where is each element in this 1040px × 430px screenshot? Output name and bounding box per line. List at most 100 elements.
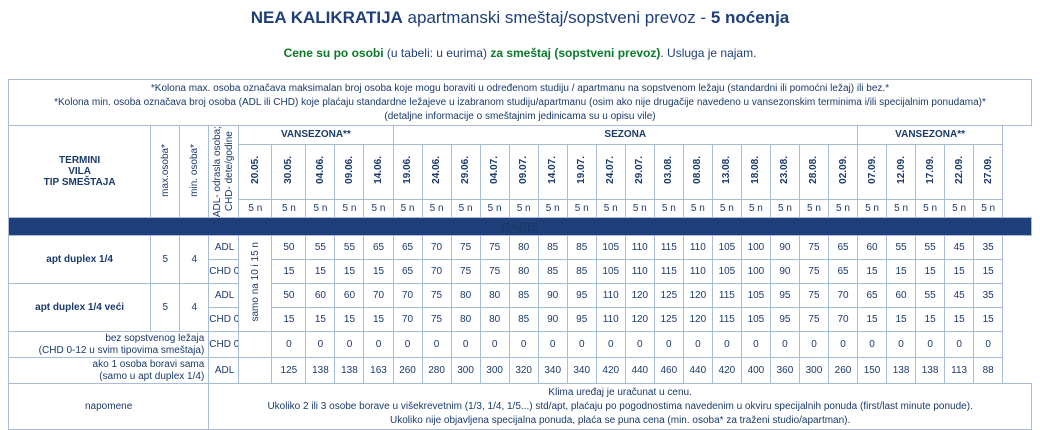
price-cell: 15 xyxy=(944,259,975,285)
nights-cell: 5 n xyxy=(508,198,539,219)
price-cell: 90 xyxy=(769,235,800,261)
title-nights: 5 noćenja xyxy=(710,8,790,27)
price-cell: 460 xyxy=(653,357,684,385)
season-header-row: TERMINI VILA TIP SMEŠTAJA max.osoba* min. os… xyxy=(7,124,1032,219)
date-cell: 04.07. xyxy=(479,143,510,200)
header-min-cell: min. osoba* xyxy=(179,124,210,219)
price-cell: 260 xyxy=(392,357,423,385)
header-max-label: max.osoba* xyxy=(159,143,171,197)
samo-label: samo na 10 i 15 n xyxy=(249,242,261,322)
price-cell: 340 xyxy=(566,357,597,385)
price-cell: 60 xyxy=(334,283,365,309)
date-label: 23.08. xyxy=(779,156,791,184)
price-cell: 120 xyxy=(624,307,655,333)
price-cell: 110 xyxy=(595,283,626,309)
nights-cell: 5 n xyxy=(334,198,365,219)
price-cell: 115 xyxy=(653,259,684,285)
price-cell: 15 xyxy=(973,259,1004,285)
price-cell: 260 xyxy=(827,357,859,385)
price-cell: 65 xyxy=(392,235,423,261)
price-cell: 105 xyxy=(740,307,771,333)
price-cell: 85 xyxy=(508,307,539,333)
unit-chd-label: CHD 0-12 xyxy=(208,307,240,333)
price-cell: 0 xyxy=(271,331,307,359)
price-cell: 105 xyxy=(711,235,742,261)
price-cell: 110 xyxy=(595,307,626,333)
price-cell: 113 xyxy=(944,357,975,385)
date-cell: 12.09. xyxy=(886,143,917,200)
price-cell: 100 xyxy=(740,259,771,285)
price-cell: 50 xyxy=(271,235,307,261)
price-cell: 65 xyxy=(392,259,423,285)
price-cell: 95 xyxy=(566,307,597,333)
price-cell: 70 xyxy=(392,307,423,333)
price-cell: 0 xyxy=(305,331,336,359)
price-subtitle: Cene su po osobi (u tabeli: u eurima) za… xyxy=(0,46,1040,60)
price-cell: 0 xyxy=(769,331,800,359)
date-label: 02.09. xyxy=(837,156,849,184)
footer-note-line: Ukoliko 2 ili 3 osobe borave u višekreve… xyxy=(267,400,973,412)
date-label: 04.06. xyxy=(314,156,326,184)
header-adl-chd: ADL- odrasla osoba; CHD- dete/godine xyxy=(210,127,238,217)
price-cell: 125 xyxy=(653,307,684,333)
samo-cell: samo na 10 i 15 n xyxy=(238,235,273,333)
price-cell: 15 xyxy=(334,259,365,285)
price-cell: 15 xyxy=(305,259,336,285)
nights-cell: 5 n xyxy=(421,198,452,219)
date-label: 28.08. xyxy=(808,156,820,184)
date-label: 29.06. xyxy=(460,156,472,184)
price-cell: 100 xyxy=(740,235,771,261)
price-cell: 0 xyxy=(421,331,452,359)
price-cell: 15 xyxy=(915,259,946,285)
price-cell: 0 xyxy=(450,331,481,359)
footer-note-line: Ukoliko nije objavljena specijalna ponud… xyxy=(390,414,851,426)
price-cell: 75 xyxy=(421,307,452,333)
unit-adl-label: ADL xyxy=(208,235,240,261)
date-label: 19.07. xyxy=(576,156,588,184)
date-label: 20.05. xyxy=(249,156,261,184)
note-line: *Kolona min. osoba označava broj osoba (… xyxy=(54,96,986,108)
header-chd-line: CHD- dete/godine xyxy=(224,131,236,212)
nights-cell: 5 n xyxy=(271,198,307,219)
price-cell: 75 xyxy=(798,307,829,333)
footer-note-line: Klima uređaj je uračunat u cenu. xyxy=(548,386,692,398)
price-cell: 0 xyxy=(363,331,394,359)
notes-cell: *Kolona max. osoba označava maksimalan b… xyxy=(8,79,1032,126)
unit-max: 5 xyxy=(150,235,181,285)
price-cell: 70 xyxy=(363,283,394,309)
price-cell: 15 xyxy=(363,259,394,285)
price-cell: 80 xyxy=(450,307,481,333)
date-cell: 17.09. xyxy=(915,143,946,200)
date-label: 08.08. xyxy=(692,156,704,184)
price-cell: 70 xyxy=(392,283,423,309)
price-cell: 95 xyxy=(769,307,800,333)
nights-cell: 5 n xyxy=(827,198,859,219)
unit-max: 5 xyxy=(150,283,181,333)
price-cell: 115 xyxy=(653,235,684,261)
extra-label-line: (CHD 0-12 u svim tipovima smeštaja) xyxy=(38,344,205,356)
nights-cell: 5 n xyxy=(682,198,713,219)
nights-cell: 5 n xyxy=(798,198,829,219)
date-label: 22.09. xyxy=(953,156,965,184)
price-cell: 420 xyxy=(711,357,742,385)
price-cell: 0 xyxy=(595,331,626,359)
price-cell: 65 xyxy=(857,283,888,309)
price-cell: 55 xyxy=(915,235,946,261)
extra-label-line: (samo u apt duplex 1/4) xyxy=(99,370,205,382)
date-cell: 18.08. xyxy=(740,143,771,200)
date-cell: 14.07. xyxy=(537,143,568,200)
price-cell: 105 xyxy=(711,259,742,285)
price-cell: 120 xyxy=(682,307,713,333)
price-cell: 90 xyxy=(537,307,568,333)
samo-empty-cell xyxy=(238,357,273,385)
nights-cell: 5 n xyxy=(566,198,597,219)
nights-cell: 5 n xyxy=(915,198,946,219)
price-cell: 138 xyxy=(334,357,365,385)
price-cell: 70 xyxy=(827,283,859,309)
date-label: 09.06. xyxy=(343,156,355,184)
footer-notes: Klima uređaj je uračunat u cenu. Ukoliko … xyxy=(210,386,1031,428)
date-label: 14.06. xyxy=(373,156,384,184)
date-cell: 02.09. xyxy=(827,143,859,200)
unit-adl-label: ADL xyxy=(208,283,240,309)
